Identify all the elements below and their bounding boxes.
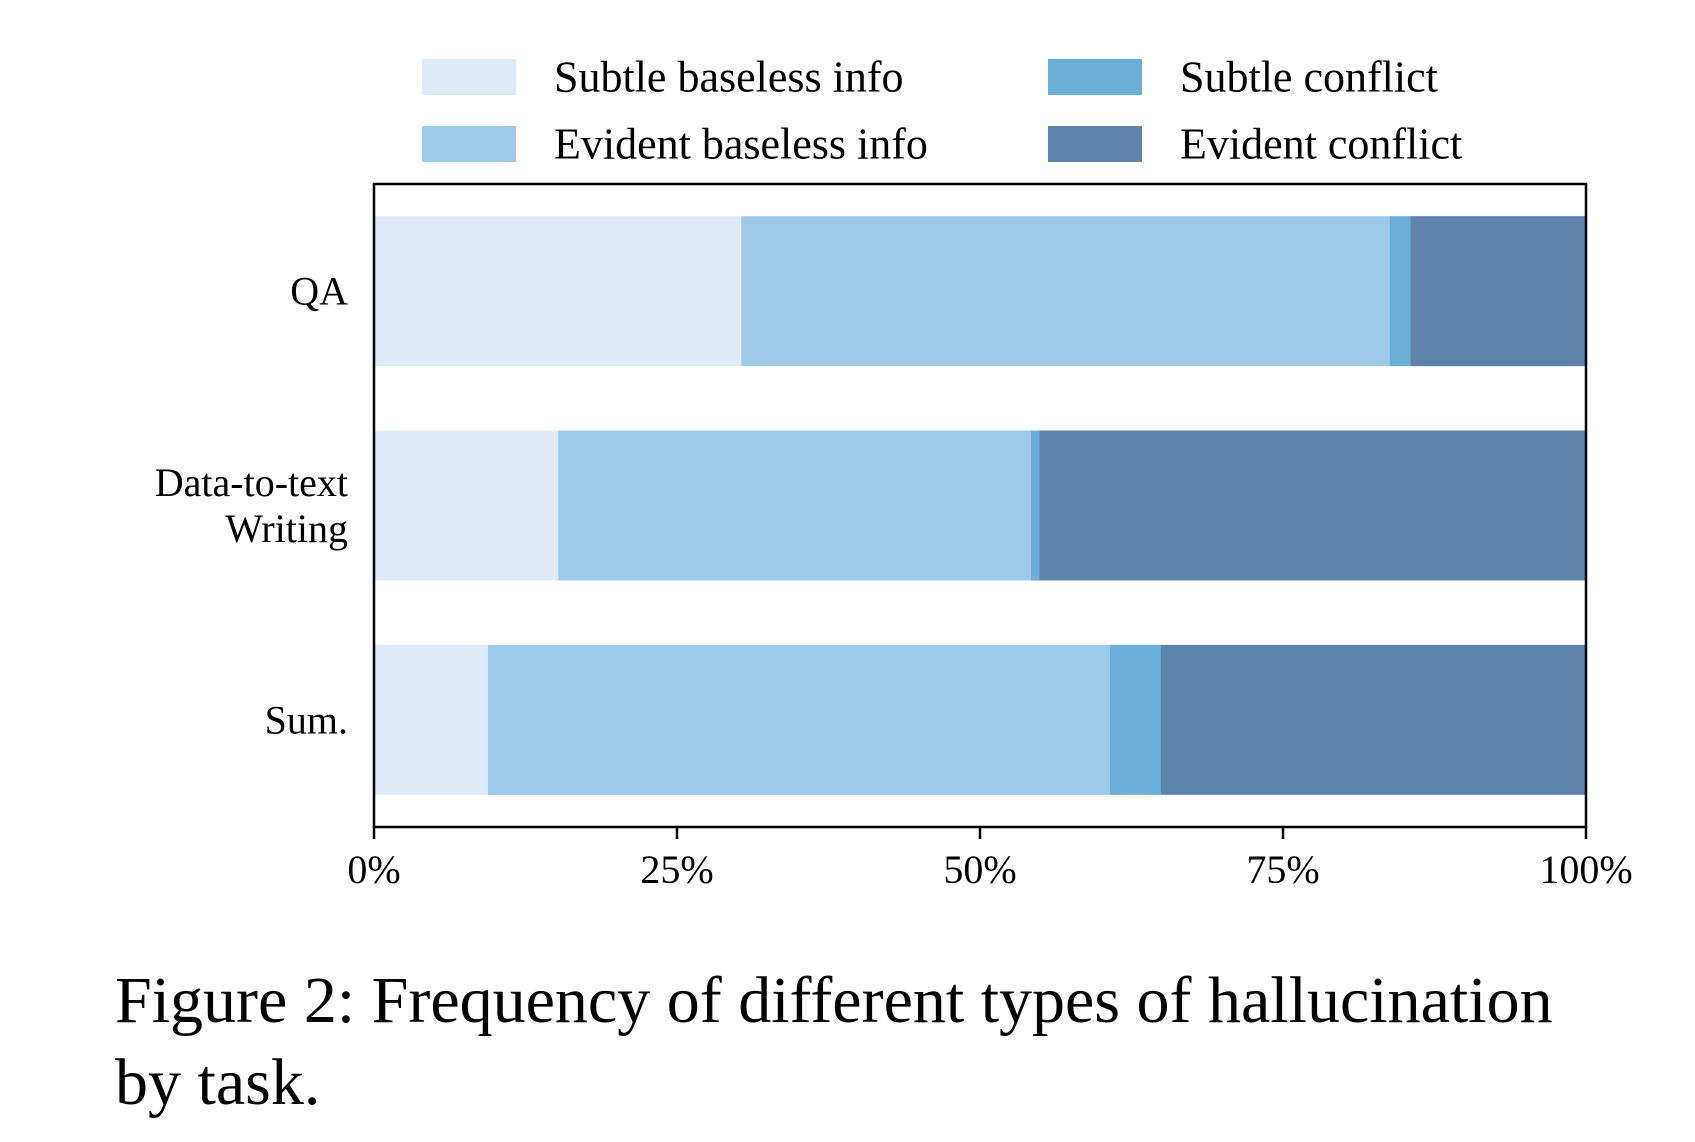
figure-caption: Figure 2: Frequency of different types o… — [115, 960, 1675, 1124]
x-tick-label-1: 25% — [640, 847, 713, 892]
x-tick-label-2: 50% — [943, 847, 1016, 892]
chart-legend: Subtle baseless info Evident baseless inf… — [422, 53, 1462, 169]
legend-label-1: Evident baseless info — [554, 120, 928, 169]
bar-1-series-1 — [558, 430, 1031, 581]
bar-1-series-0 — [374, 430, 559, 581]
legend-label-0: Subtle baseless info — [554, 53, 904, 102]
x-axis: 0% 25% 50% 75% 100% — [347, 827, 1633, 892]
caption-line-2: by task. — [115, 1046, 321, 1119]
y-tick-label-2-0: Sum. — [265, 697, 348, 742]
stacked-bar-chart: Subtle baseless info Evident baseless inf… — [155, 53, 1633, 893]
bar-0-series-0 — [374, 216, 742, 367]
y-tick-label-1-1: Writing — [225, 506, 348, 551]
bar-2-series-2 — [1109, 644, 1161, 795]
legend-swatch-1 — [422, 126, 516, 162]
x-tick-label-3: 75% — [1246, 847, 1319, 892]
x-tick-label-0: 0% — [347, 847, 400, 892]
bar-1-series-3 — [1039, 430, 1586, 581]
y-tick-label-1-0: Data-to-text — [155, 460, 348, 505]
legend-label-2: Subtle conflict — [1180, 53, 1438, 102]
caption-line-1: Figure 2: Frequency of different types o… — [115, 964, 1553, 1037]
y-tick-label-0-0: QA — [290, 269, 348, 314]
x-tick-label-4: 100% — [1539, 847, 1632, 892]
bar-0-series-1 — [741, 216, 1390, 367]
bar-2-series-3 — [1160, 644, 1586, 795]
legend-swatch-0 — [422, 59, 516, 95]
bars-group — [374, 216, 1586, 795]
bar-0-series-2 — [1389, 216, 1411, 367]
legend-swatch-2 — [1048, 59, 1142, 95]
bar-2-series-0 — [374, 644, 488, 795]
bar-2-series-1 — [487, 644, 1110, 795]
bar-0-series-3 — [1410, 216, 1586, 367]
legend-label-3: Evident conflict — [1180, 120, 1462, 169]
bar-1-series-2 — [1030, 430, 1040, 581]
legend-swatch-3 — [1048, 126, 1142, 162]
